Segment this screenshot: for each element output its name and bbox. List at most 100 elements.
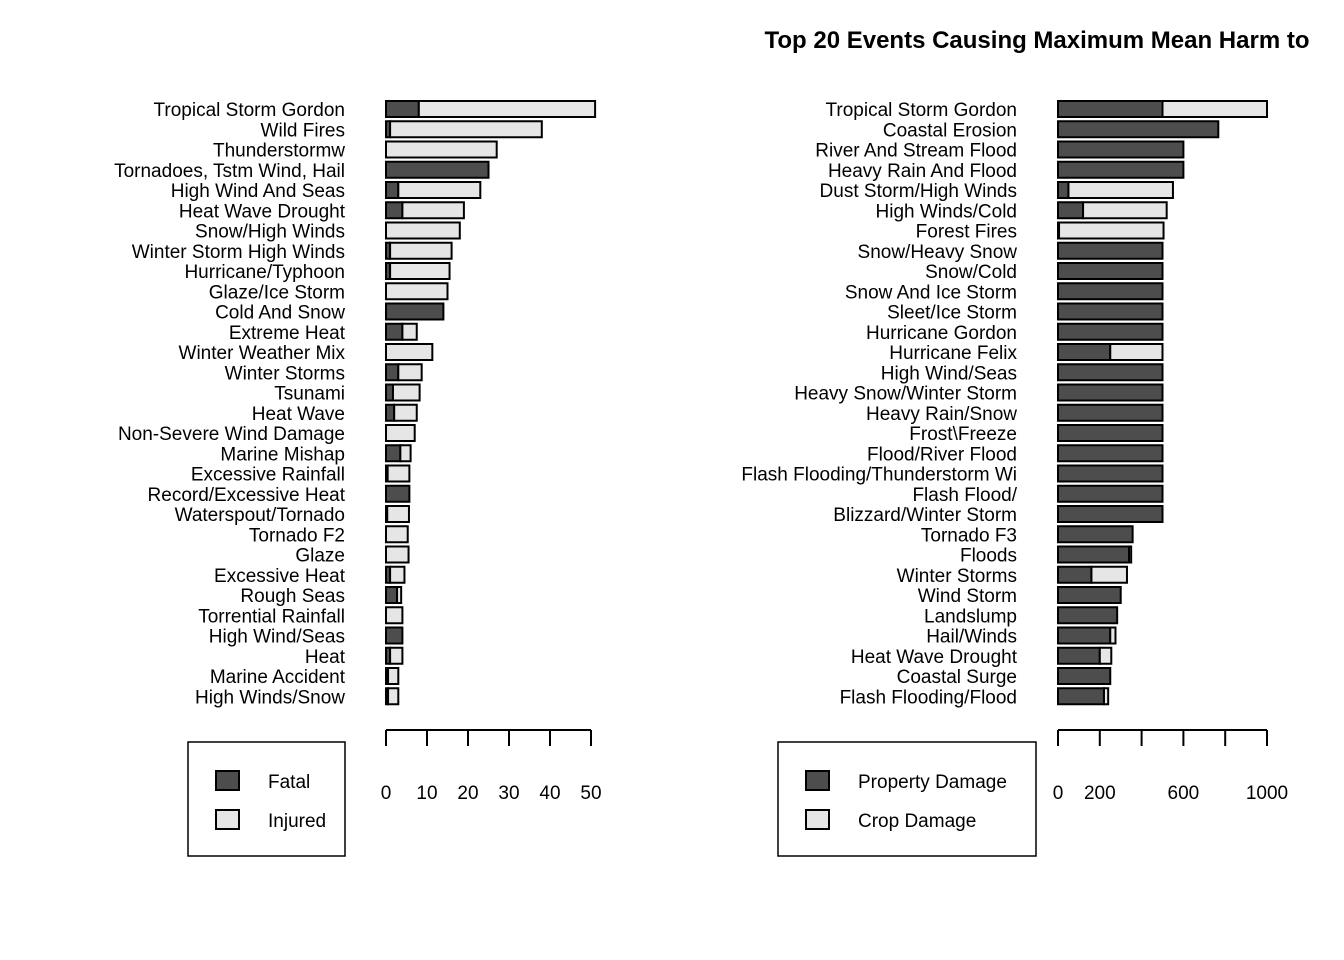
category-label: Glaze: [295, 546, 345, 567]
bar-injured: [389, 565, 406, 584]
bar-fatal: [385, 160, 490, 179]
bar-crop-damage: [1128, 545, 1133, 564]
bar-crop-damage: [1090, 565, 1128, 584]
legend-damage: Property Damage Crop Damage: [777, 741, 1037, 857]
category-label: Forest Fires: [916, 222, 1017, 243]
bar-fatal: [385, 586, 399, 604]
category-label: Waterspout/Tornado: [175, 505, 345, 526]
bar-property-damage: [1057, 383, 1164, 402]
category-label: Excessive Heat: [214, 566, 346, 587]
bar-property-damage: [1057, 241, 1164, 260]
category-label: Glaze/Ice Storm: [209, 282, 345, 303]
category-label: Non-Severe Wind Damage: [118, 424, 345, 445]
category-label: Winter Weather Mix: [179, 343, 346, 364]
bar-fatal: [385, 444, 402, 463]
bar-fatal: [385, 302, 445, 321]
bar-property-damage: [1057, 545, 1131, 564]
bar-fatal: [385, 626, 404, 645]
bar-injured: [385, 221, 461, 240]
bar-property-damage: [1057, 424, 1164, 442]
category-label: Hurricane Felix: [889, 343, 1017, 364]
legend-swatch-property: [805, 770, 830, 791]
category-label: Hurricane Gordon: [866, 323, 1017, 344]
category-label: High Wind/Seas: [209, 627, 345, 648]
legend-damage-box: [777, 741, 1037, 857]
category-label: High Wind/Seas: [881, 363, 1017, 384]
bar-injured: [385, 525, 409, 544]
bar-fatal: [385, 484, 411, 503]
x-tick-label: 50: [580, 783, 601, 804]
category-label: Sleet/Ice Storm: [887, 303, 1017, 324]
category-label: Winter Storm High Winds: [132, 242, 345, 263]
category-label: Floods: [960, 546, 1017, 567]
category-label: Landslump: [924, 606, 1017, 627]
bar-injured: [397, 181, 482, 199]
bar-fatal: [385, 201, 404, 220]
bar-injured: [385, 140, 498, 159]
category-label: Tornado F3: [921, 525, 1017, 546]
x-tick-label: 600: [1168, 783, 1200, 804]
category-label: Thunderstormw: [213, 141, 345, 162]
bar-property-damage: [1057, 646, 1101, 665]
category-label: Flash Flooding/Thunderstorm Wi: [741, 465, 1017, 486]
bar-injured: [385, 424, 416, 442]
category-label: Record/Excessive Heat: [148, 485, 346, 506]
category-label: Heavy Rain And Flood: [828, 161, 1017, 182]
category-label: Coastal Erosion: [883, 120, 1017, 141]
chart-title: Top 20 Events Causing Maximum Mean Harm …: [764, 27, 1309, 54]
category-label: Rough Seas: [240, 586, 345, 607]
x-tick-label: 0: [381, 783, 392, 804]
bar-property-damage: [1057, 282, 1164, 301]
bar-injured: [386, 464, 411, 483]
bar-injured: [387, 667, 400, 685]
bar-fatal: [385, 100, 420, 118]
bar-injured: [386, 505, 410, 523]
category-label: High Winds/Snow: [195, 687, 345, 708]
bar-injured: [387, 687, 400, 706]
bar-injured: [391, 383, 421, 402]
category-label: Wind Storm: [918, 586, 1017, 607]
bar-property-damage: [1057, 262, 1164, 280]
bar-crop-damage: [1161, 100, 1268, 118]
legend-label-property: Property Damage: [858, 772, 1007, 793]
bar-property-damage: [1057, 626, 1112, 645]
bar-injured: [393, 403, 418, 422]
category-label: Extreme Heat: [229, 323, 346, 344]
bar-injured: [385, 606, 404, 625]
category-label: Tropical Storm Gordon: [826, 100, 1017, 121]
legend-swatch-fatal: [215, 770, 240, 791]
legend-harm: Fatal Injured: [187, 741, 346, 857]
category-label: Heat: [305, 647, 346, 668]
bar-injured: [401, 322, 418, 341]
bar-property-damage: [1057, 687, 1105, 706]
bar-property-damage: [1057, 464, 1164, 483]
category-label: Flash Flood/: [912, 485, 1017, 506]
category-label: Hail/Winds: [926, 627, 1017, 648]
bar-property-damage: [1057, 525, 1134, 544]
category-label: Flood/River Flood: [867, 444, 1017, 465]
category-label: High Wind And Seas: [171, 181, 345, 202]
bar-injured: [389, 262, 451, 280]
bar-crop-damage: [1067, 181, 1174, 199]
bar-injured: [389, 120, 543, 139]
legend-swatch-injured: [215, 809, 240, 830]
bar-injured: [396, 586, 403, 604]
category-label: Hurricane/Typhoon: [184, 262, 345, 283]
bar-injured: [399, 444, 412, 463]
bar-fatal: [385, 383, 394, 402]
category-label: Heavy Rain/Snow: [866, 404, 1017, 425]
category-label: Snow And Ice Storm: [845, 282, 1017, 303]
bar-injured: [385, 343, 434, 361]
category-label: Snow/High Winds: [195, 222, 345, 243]
category-label: River And Stream Flood: [815, 141, 1017, 162]
category-label: Dust Storm/High Winds: [820, 181, 1017, 202]
bar-property-damage: [1057, 484, 1164, 503]
bar-injured: [401, 201, 465, 220]
bar-property-damage: [1057, 302, 1164, 321]
bar-property-damage: [1057, 140, 1185, 159]
bar-crop-damage: [1109, 343, 1164, 361]
category-label: Flash Flooding/Flood: [840, 687, 1017, 708]
category-label: Marine Accident: [210, 667, 346, 688]
